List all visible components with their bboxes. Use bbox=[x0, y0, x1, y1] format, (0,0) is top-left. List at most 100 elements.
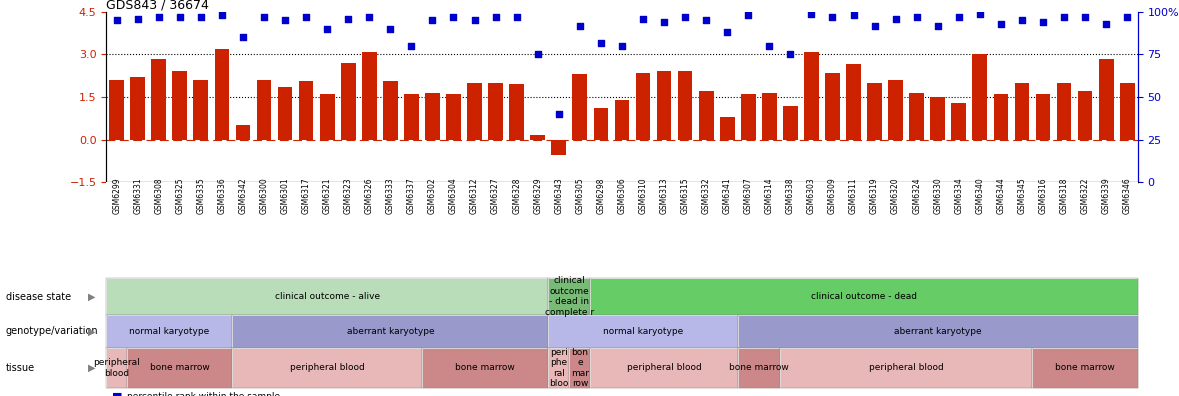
Bar bbox=[298, 82, 314, 139]
Text: clinical outcome - dead: clinical outcome - dead bbox=[811, 292, 917, 301]
Point bbox=[507, 14, 526, 20]
Point bbox=[402, 43, 421, 49]
Bar bbox=[151, 59, 166, 139]
Point bbox=[739, 12, 758, 19]
Bar bbox=[110, 80, 124, 139]
Point bbox=[1034, 19, 1053, 25]
Bar bbox=[635, 73, 651, 139]
Bar bbox=[1056, 83, 1072, 139]
Bar bbox=[1099, 59, 1113, 139]
Bar bbox=[509, 84, 523, 139]
Point bbox=[528, 51, 547, 57]
Point bbox=[212, 12, 231, 19]
Point bbox=[423, 17, 442, 23]
Point bbox=[802, 10, 821, 17]
Bar bbox=[446, 94, 461, 139]
Text: bone marrow: bone marrow bbox=[1055, 364, 1115, 373]
Bar bbox=[1035, 94, 1050, 139]
Text: percentile rank within the sample: percentile rank within the sample bbox=[127, 392, 281, 396]
Text: bone marrow: bone marrow bbox=[729, 364, 789, 373]
Point bbox=[865, 22, 884, 29]
Bar bbox=[909, 93, 924, 139]
Bar bbox=[951, 103, 966, 139]
Text: ■: ■ bbox=[112, 392, 123, 396]
Bar bbox=[236, 126, 250, 139]
Bar bbox=[131, 77, 145, 139]
Text: peripheral blood: peripheral blood bbox=[869, 364, 943, 373]
Bar bbox=[699, 91, 713, 139]
Point bbox=[297, 14, 316, 20]
Bar bbox=[720, 117, 735, 139]
Text: normal karyotype: normal karyotype bbox=[602, 327, 683, 336]
Point bbox=[191, 14, 210, 20]
Point bbox=[612, 43, 631, 49]
Point bbox=[1075, 14, 1094, 20]
Point bbox=[276, 17, 295, 23]
Bar bbox=[215, 49, 229, 139]
Bar bbox=[320, 94, 335, 139]
Point bbox=[928, 22, 947, 29]
Bar bbox=[868, 83, 882, 139]
Point bbox=[1013, 17, 1032, 23]
Text: ▶: ▶ bbox=[88, 363, 95, 373]
Text: peripheral blood: peripheral blood bbox=[290, 364, 364, 373]
Point bbox=[255, 14, 274, 20]
Bar bbox=[762, 93, 777, 139]
Point bbox=[844, 12, 863, 19]
Text: ▶: ▶ bbox=[88, 326, 95, 337]
Bar bbox=[257, 80, 271, 139]
Bar bbox=[193, 80, 209, 139]
Bar bbox=[825, 73, 839, 139]
Text: bone marrow: bone marrow bbox=[150, 364, 210, 373]
Point bbox=[571, 22, 590, 29]
Point bbox=[150, 14, 169, 20]
Text: bon
e
mar
row: bon e mar row bbox=[571, 348, 588, 388]
Bar bbox=[1120, 83, 1134, 139]
Point bbox=[444, 14, 463, 20]
Bar bbox=[426, 93, 440, 139]
Point bbox=[549, 111, 568, 117]
Text: tissue: tissue bbox=[6, 363, 35, 373]
Bar bbox=[383, 82, 397, 139]
Text: normal karyotype: normal karyotype bbox=[130, 327, 210, 336]
Text: genotype/variation: genotype/variation bbox=[6, 326, 99, 337]
Point bbox=[780, 51, 799, 57]
Point bbox=[697, 17, 716, 23]
Bar bbox=[1015, 83, 1029, 139]
Bar bbox=[1078, 91, 1093, 139]
Bar bbox=[657, 71, 671, 139]
Point bbox=[360, 14, 378, 20]
Point bbox=[129, 15, 147, 22]
Point bbox=[823, 14, 842, 20]
Bar bbox=[678, 71, 692, 139]
Text: peri
phe
ral
bloo: peri phe ral bloo bbox=[549, 348, 568, 388]
Text: aberrant karyotype: aberrant karyotype bbox=[347, 327, 434, 336]
Point bbox=[676, 14, 694, 20]
Point bbox=[465, 17, 485, 23]
Bar bbox=[593, 109, 608, 139]
Bar bbox=[614, 100, 630, 139]
Text: disease state: disease state bbox=[6, 291, 71, 301]
Point bbox=[233, 34, 252, 40]
Point bbox=[107, 17, 126, 23]
Text: ▶: ▶ bbox=[88, 291, 95, 301]
Bar bbox=[930, 97, 946, 139]
Bar bbox=[278, 87, 292, 139]
Bar bbox=[573, 74, 587, 139]
Text: peripheral blood: peripheral blood bbox=[627, 364, 702, 373]
Bar bbox=[783, 105, 798, 139]
Point bbox=[592, 39, 611, 46]
Bar bbox=[488, 83, 503, 139]
Point bbox=[887, 15, 905, 22]
Point bbox=[1096, 21, 1115, 27]
Point bbox=[633, 15, 652, 22]
Point bbox=[1118, 14, 1137, 20]
Bar bbox=[404, 94, 419, 139]
Point bbox=[318, 26, 337, 32]
Bar bbox=[362, 51, 376, 139]
Point bbox=[970, 10, 989, 17]
Bar bbox=[804, 51, 818, 139]
Text: GDS843 / 36674: GDS843 / 36674 bbox=[106, 0, 209, 12]
Bar bbox=[994, 94, 1008, 139]
Point bbox=[759, 43, 778, 49]
